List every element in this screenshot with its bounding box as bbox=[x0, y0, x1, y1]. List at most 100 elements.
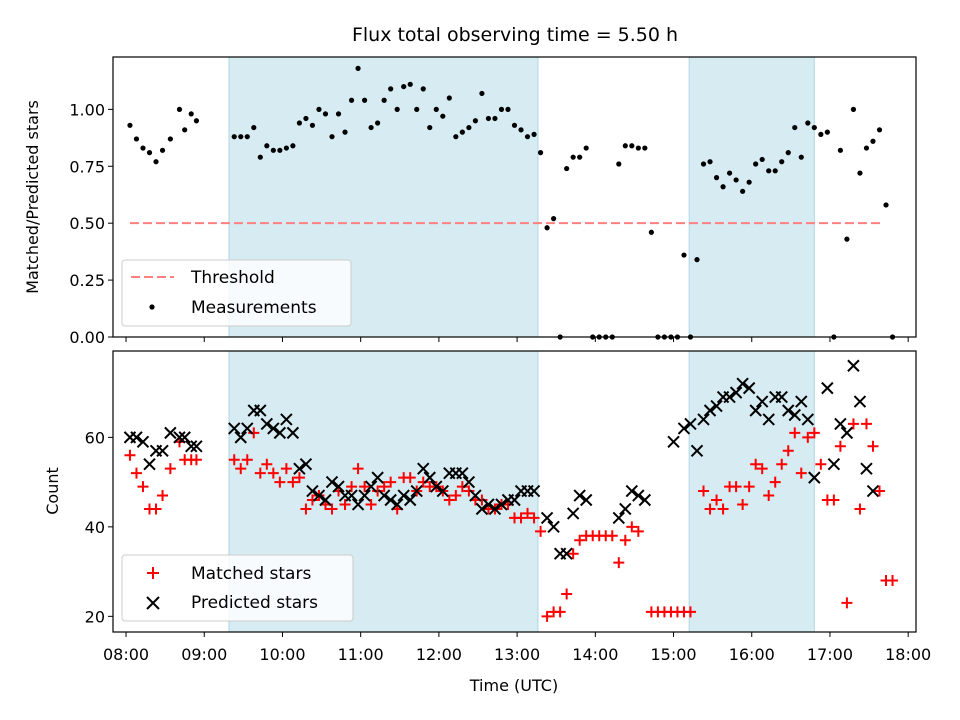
predicted-star-point bbox=[547, 520, 560, 534]
measurement-point bbox=[459, 129, 465, 135]
predicted-star-point bbox=[788, 408, 801, 422]
measurement-point bbox=[570, 154, 576, 160]
predicted-star-point bbox=[280, 413, 293, 426]
matched-star-point bbox=[241, 454, 253, 466]
x-tick-label: 18:00 bbox=[885, 645, 931, 664]
predicted-star-point bbox=[566, 507, 580, 520]
predicted-star-point bbox=[755, 395, 769, 408]
predicted-star-point bbox=[293, 462, 306, 475]
top-y-axis-label: Matched/Predicted stars bbox=[23, 100, 42, 294]
predicted-star-point bbox=[697, 413, 710, 426]
matched-star-point bbox=[860, 418, 872, 430]
measurement-point bbox=[511, 122, 518, 128]
matched-star-point bbox=[737, 498, 749, 510]
measurements-legend-label: Measurements bbox=[191, 298, 317, 318]
matched-star-point bbox=[789, 427, 801, 439]
y-tick-label: 0.50 bbox=[69, 214, 105, 233]
predicted-star-point bbox=[156, 444, 169, 457]
observing-window bbox=[689, 57, 815, 337]
matched-star-point bbox=[613, 557, 625, 569]
predicted-star-point bbox=[286, 426, 300, 440]
predicted-star-point bbox=[390, 498, 404, 511]
matched-star-point bbox=[795, 467, 807, 479]
measurement-point bbox=[407, 81, 413, 87]
matched-legend-swatch bbox=[147, 567, 159, 579]
matched-star-point bbox=[385, 476, 397, 488]
measurement-point bbox=[182, 127, 188, 133]
predicted-star-point bbox=[469, 489, 482, 502]
measurement-point bbox=[283, 145, 289, 151]
predicted-star-point bbox=[729, 386, 743, 399]
top-axes-frame bbox=[112, 56, 917, 338]
matched-star-point bbox=[346, 481, 358, 493]
matched-star-point bbox=[228, 454, 240, 466]
measurement-point bbox=[766, 168, 772, 174]
measurement-point bbox=[713, 175, 720, 181]
measurement-point bbox=[524, 134, 531, 140]
predicted-star-point bbox=[462, 475, 476, 489]
matched-star-point bbox=[124, 449, 136, 461]
matched-star-point bbox=[450, 490, 462, 502]
matched-star-point bbox=[137, 481, 149, 493]
predicted-star-point bbox=[742, 381, 756, 395]
predicted-star-point bbox=[299, 457, 313, 471]
matched-star-point bbox=[808, 427, 820, 439]
matched-star-point bbox=[463, 485, 475, 497]
predicted-star-point bbox=[164, 426, 177, 440]
predicted-star-point bbox=[495, 498, 508, 511]
matched-star-point bbox=[404, 472, 416, 484]
matched-star-point bbox=[130, 467, 142, 479]
predicted-star-point bbox=[143, 457, 156, 471]
matched-star-point bbox=[261, 458, 273, 470]
predicted-star-point bbox=[847, 359, 860, 372]
matched-star-point bbox=[157, 490, 169, 502]
measurement-point bbox=[420, 86, 426, 92]
predicted-star-point bbox=[173, 431, 186, 444]
x-tick-label: 12:00 bbox=[416, 645, 462, 664]
x-tick-label: 11:00 bbox=[338, 645, 384, 664]
predicted-star-point bbox=[384, 493, 397, 507]
measurements-legend-swatch bbox=[149, 304, 155, 310]
measurement-point bbox=[127, 122, 133, 128]
x-axis-label: Time (UTC) bbox=[469, 676, 558, 695]
predicted-star-point bbox=[404, 493, 417, 507]
measurement-point bbox=[146, 150, 153, 156]
matched-star-point bbox=[684, 606, 696, 618]
matched-star-point bbox=[619, 534, 631, 546]
measurement-point bbox=[485, 115, 492, 122]
x-tick-label: 13:00 bbox=[494, 645, 540, 664]
measurement-point bbox=[342, 129, 348, 135]
predicted-star-point bbox=[638, 493, 652, 507]
matched-star-point bbox=[717, 503, 729, 515]
predicted-star-point bbox=[417, 462, 430, 475]
matched-star-point bbox=[834, 440, 846, 452]
measurement-point bbox=[792, 124, 798, 131]
measurement-point bbox=[433, 106, 439, 112]
measurement-point bbox=[348, 97, 355, 103]
measurement-point bbox=[622, 143, 628, 149]
y-tick-label: 40 bbox=[85, 518, 105, 537]
matched-star-point bbox=[326, 503, 338, 515]
measurement-point bbox=[401, 83, 407, 90]
predicted-star-point bbox=[456, 466, 469, 480]
predicted-star-point bbox=[267, 422, 280, 435]
measurement-point bbox=[531, 131, 537, 137]
measurement-point bbox=[381, 97, 387, 103]
measurement-point bbox=[394, 106, 400, 112]
predicted-star-point bbox=[834, 417, 847, 431]
measurement-point bbox=[726, 170, 733, 176]
predicted-star-point bbox=[488, 502, 502, 516]
matched-star-point bbox=[528, 512, 540, 524]
predicted-star-point bbox=[325, 475, 339, 489]
predicted-star-point bbox=[667, 435, 680, 449]
matched-star-point bbox=[874, 485, 885, 497]
predicted-star-point bbox=[579, 493, 593, 507]
matched-star-point bbox=[704, 503, 716, 515]
measurement-point bbox=[375, 120, 381, 126]
measurement-point bbox=[193, 118, 200, 124]
x-tick-label: 16:00 bbox=[729, 645, 775, 664]
measurement-point bbox=[694, 257, 700, 263]
predicted-star-point bbox=[677, 422, 691, 435]
measurement-point bbox=[479, 90, 485, 97]
